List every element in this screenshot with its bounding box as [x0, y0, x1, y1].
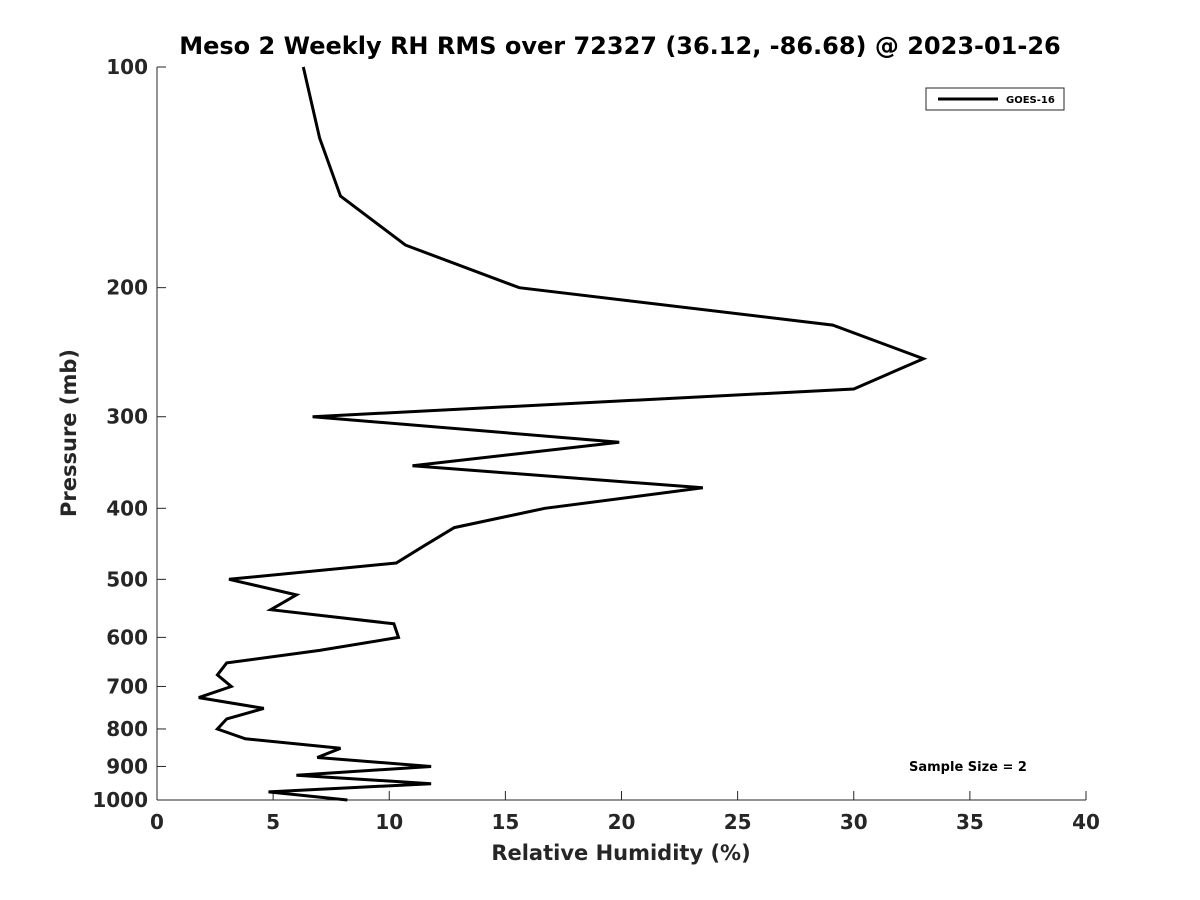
x-tick-label: 20 — [608, 810, 636, 834]
x-tick-label: 30 — [840, 810, 868, 834]
x-tick-label: 35 — [956, 810, 984, 834]
legend: GOES-16 — [925, 87, 1065, 111]
x-tick-label: 15 — [491, 810, 519, 834]
chart-title: Meso 2 Weekly RH RMS over 72327 (36.12, … — [179, 32, 1061, 60]
y-tick-label: 900 — [106, 754, 148, 778]
y-tick-label: 1000 — [92, 788, 148, 812]
x-axis-ticks: 0 5 10 15 20 25 30 35 40 — [150, 791, 1100, 834]
y-axis-label: Pressure (mb) — [57, 349, 81, 517]
y-tick-label: 600 — [106, 625, 148, 649]
series-line-goes-16 — [198, 66, 928, 802]
x-tick-label: 25 — [724, 810, 752, 834]
y-tick-label: 500 — [106, 567, 148, 591]
x-tick-label: 10 — [375, 810, 403, 834]
y-tick-label: 400 — [106, 496, 148, 520]
sample-size-annotation: Sample Size = 2 — [909, 760, 1027, 775]
y-tick-label: 300 — [106, 405, 148, 429]
legend-entry-goes-16: GOES-16 — [1006, 95, 1055, 106]
x-tick-label: 5 — [266, 810, 280, 834]
y-tick-label: 700 — [106, 674, 148, 698]
x-tick-label: 40 — [1072, 810, 1100, 834]
x-tick-label: 0 — [150, 810, 164, 834]
y-tick-label: 200 — [106, 276, 148, 300]
y-tick-label: 100 — [106, 55, 148, 79]
x-axis-label: Relative Humidity (%) — [491, 841, 750, 865]
y-axis-ticks: 100 200 300 400 500 600 700 800 900 1000 — [92, 55, 166, 812]
y-tick-label: 800 — [106, 717, 148, 741]
